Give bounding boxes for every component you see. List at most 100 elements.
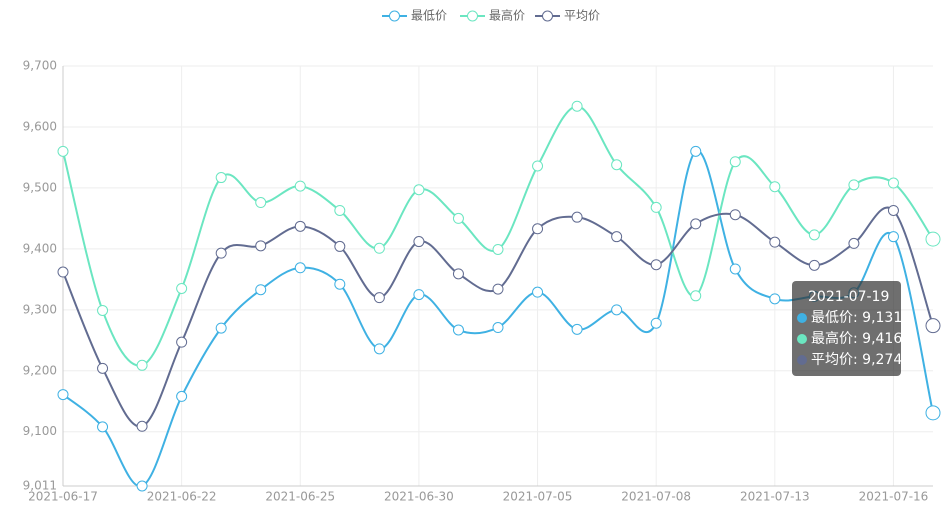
- data-point: [571, 323, 583, 335]
- y-tick-label: 9,200: [23, 363, 57, 377]
- data-point: [532, 223, 544, 235]
- tooltip-title: 2021-07-19: [808, 289, 889, 305]
- tooltip-item: 最高价: 9,416: [811, 330, 902, 347]
- data-point: [334, 240, 346, 252]
- legend-label[interactable]: 最低价: [411, 9, 447, 23]
- data-point: [492, 243, 504, 255]
- tooltip-box: [792, 281, 901, 376]
- x-tick-label: 2021-06-30: [384, 490, 454, 504]
- data-point: [887, 231, 899, 243]
- tooltip-swatch: [797, 334, 807, 344]
- x-tick-label: 2021-06-25: [265, 490, 335, 504]
- legend-marker: [542, 10, 553, 22]
- x-tick-label: 2021-07-05: [503, 490, 573, 504]
- data-point: [215, 322, 227, 334]
- legend-marker: [467, 10, 478, 22]
- legend-label[interactable]: 最高价: [489, 8, 525, 23]
- data-point: [215, 172, 227, 184]
- data-point: [808, 259, 820, 271]
- data-point: [611, 231, 623, 243]
- y-tick-label: 9,400: [23, 241, 57, 255]
- data-point: [690, 145, 702, 157]
- data-point: [690, 290, 702, 302]
- data-point: [452, 268, 464, 280]
- data-point: [334, 204, 346, 216]
- data-point: [452, 324, 464, 336]
- data-point: [255, 240, 267, 252]
- data-point: [611, 159, 623, 171]
- data-point: [97, 421, 109, 433]
- legend-marker: [389, 10, 400, 22]
- data-point: [925, 318, 941, 334]
- data-point: [57, 266, 69, 278]
- data-point: [294, 220, 306, 232]
- x-tick-label: 2021-07-16: [859, 490, 929, 504]
- data-point: [176, 336, 188, 348]
- data-point: [373, 343, 385, 355]
- data-point: [136, 420, 148, 432]
- x-tick-label: 2021-06-22: [147, 490, 217, 504]
- data-point: [887, 177, 899, 189]
- data-point: [413, 236, 425, 248]
- data-point: [690, 218, 702, 230]
- legend-label[interactable]: 平均价: [564, 9, 600, 23]
- data-point: [769, 181, 781, 193]
- data-point: [413, 289, 425, 301]
- data-point: [571, 100, 583, 112]
- data-point: [57, 389, 69, 401]
- data-point: [97, 362, 109, 374]
- y-tick-label: 9,600: [23, 119, 57, 133]
- data-point: [57, 145, 69, 157]
- data-point: [176, 282, 188, 294]
- data-point: [294, 262, 306, 274]
- data-point: [808, 229, 820, 241]
- data-point: [492, 322, 504, 334]
- data-point: [255, 197, 267, 209]
- data-point: [925, 405, 941, 421]
- data-point: [729, 263, 741, 275]
- y-tick-label: 9,700: [23, 59, 57, 73]
- x-tick-label: 2021-07-08: [621, 490, 691, 504]
- data-point: [532, 286, 544, 298]
- data-point: [452, 212, 464, 224]
- tooltip-swatch: [797, 355, 807, 365]
- data-point: [255, 284, 267, 296]
- data-point: [176, 390, 188, 402]
- data-point: [294, 180, 306, 192]
- data-point: [215, 247, 227, 259]
- data-point: [925, 231, 941, 247]
- data-point: [887, 204, 899, 216]
- tooltip-item: 平均价: 9,274: [811, 352, 902, 368]
- y-tick-label: 9,100: [23, 424, 57, 438]
- data-point: [729, 209, 741, 221]
- data-point: [334, 278, 346, 290]
- data-point: [97, 304, 109, 316]
- data-point: [532, 160, 544, 172]
- data-point: [650, 201, 662, 213]
- tooltip-swatch: [797, 313, 807, 323]
- data-point: [571, 211, 583, 223]
- y-tick-label: 9,300: [23, 302, 57, 316]
- y-tick-label: 9,500: [23, 180, 57, 194]
- x-tick-label: 2021-07-13: [740, 490, 810, 504]
- data-point: [769, 236, 781, 248]
- legend: 最低价 最高价 平均价: [382, 8, 600, 23]
- x-tick-label: 2021-06-17: [28, 490, 98, 504]
- data-point: [413, 184, 425, 196]
- data-point: [729, 156, 741, 168]
- y-tick-label: 9,011: [23, 479, 57, 493]
- data-point: [650, 317, 662, 329]
- data-point: [848, 179, 860, 191]
- data-point: [136, 359, 148, 371]
- data-point: [769, 293, 781, 305]
- data-point: [848, 237, 860, 249]
- tooltip: 2021-07-19 最低价: 9,131 最高价: 9,416 平均价: 9,274: [792, 281, 902, 376]
- data-point: [373, 292, 385, 304]
- tooltip-item: 最低价: 9,131: [811, 310, 902, 326]
- data-point: [611, 304, 623, 316]
- series-line: [62, 206, 934, 428]
- data-point: [492, 283, 504, 295]
- data-point: [650, 259, 662, 271]
- data-point: [373, 242, 385, 254]
